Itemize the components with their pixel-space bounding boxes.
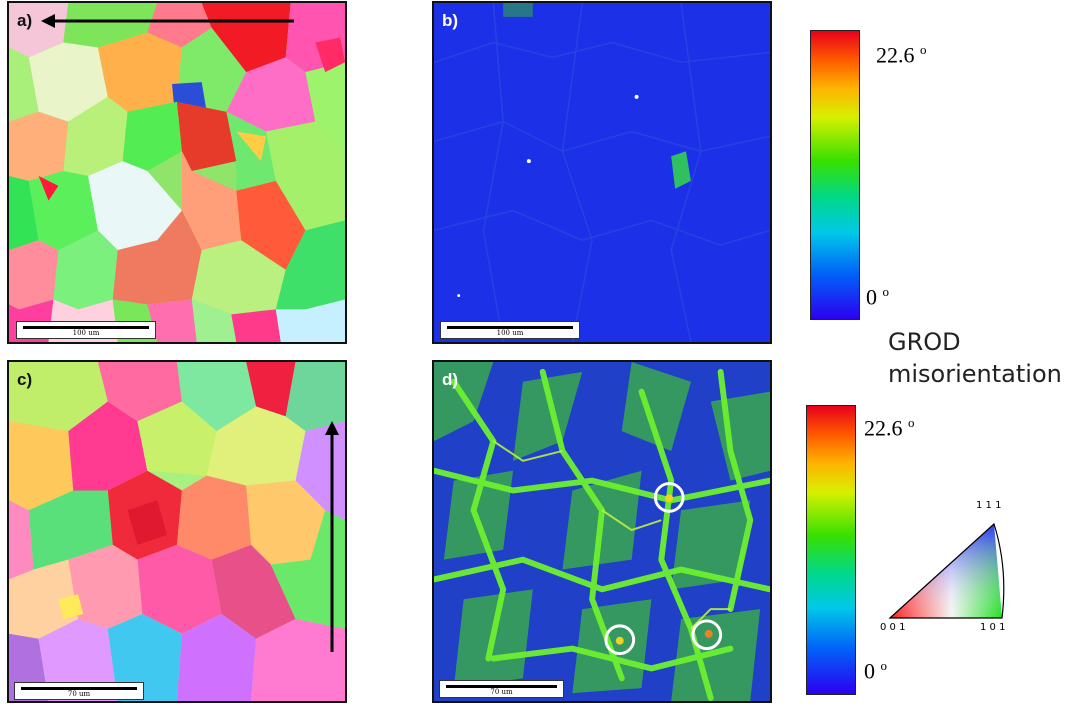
highlight-circle bbox=[653, 482, 685, 513]
ipf-triangle-icon bbox=[888, 522, 1005, 619]
colorbar-bottom bbox=[806, 405, 856, 695]
colorbar-bottom-min-unit: o bbox=[880, 658, 888, 673]
scale-bar-line bbox=[446, 685, 557, 688]
panel-c-label: c) bbox=[17, 370, 33, 389]
scale-bar-text: 100 um bbox=[72, 329, 100, 337]
grod-legend-text: GROD misorientation bbox=[888, 326, 1062, 390]
scale-bar-text: 70 um bbox=[490, 688, 513, 696]
grod-map-b-image bbox=[434, 3, 770, 342]
scale-bar-line bbox=[21, 687, 137, 690]
colorbar-bottom-min-label: 0 o bbox=[864, 658, 887, 684]
grod-map-d-image bbox=[434, 362, 770, 701]
panel-a-ipf-map: a) 100 um bbox=[7, 1, 347, 344]
scale-bar-c: 70 um bbox=[14, 682, 144, 700]
panel-d-grod-map: d) 70 um bbox=[432, 360, 772, 703]
ipf-map-c-image bbox=[9, 362, 345, 701]
scale-bar-line bbox=[447, 326, 573, 329]
direction-arrow-icon bbox=[41, 14, 294, 28]
grod-legend-line-1: GROD bbox=[888, 328, 961, 356]
ipf-map-a-image bbox=[9, 3, 345, 342]
colorbar-top-max-value: 22.6 bbox=[876, 42, 915, 68]
direction-arrow-icon bbox=[325, 421, 339, 652]
scale-bar-text: 70 um bbox=[67, 690, 91, 698]
ipf-label-001: 0 0 1 bbox=[880, 622, 906, 633]
scale-bar-text: 100 um bbox=[496, 329, 524, 337]
colorbar-top-min-label: 0 o bbox=[866, 284, 889, 310]
panel-b-label: b) bbox=[442, 11, 459, 30]
panel-b-grod-map: b) 100 um bbox=[432, 1, 772, 344]
scale-bar-d: 70 um bbox=[439, 680, 564, 698]
panel-d-label: d) bbox=[442, 370, 459, 389]
colorbar-bottom-max-unit: o bbox=[908, 415, 915, 430]
colorbar-top-min-value: 0 bbox=[866, 284, 877, 310]
colorbar-top-max-unit: o bbox=[920, 42, 927, 57]
scale-bar-a: 100 um bbox=[16, 321, 156, 339]
colorbar-top bbox=[810, 30, 860, 320]
ipf-label-111: 1 1 1 bbox=[976, 500, 1002, 511]
colorbar-top-max-label: 22.6 o bbox=[876, 42, 927, 68]
ipf-label-101: 1 0 1 bbox=[980, 622, 1006, 633]
grod-legend-line-2: misorientation bbox=[888, 360, 1062, 388]
panel-c-ipf-map: c) 70 um bbox=[7, 360, 347, 703]
highlight-circle bbox=[604, 624, 636, 656]
ipf-color-key: 1 1 1 0 0 1 1 0 1 bbox=[880, 500, 1020, 635]
highlight-circle bbox=[691, 619, 723, 651]
colorbar-bottom-max-value: 22.6 bbox=[864, 415, 903, 441]
scale-bar-b: 100 um bbox=[440, 321, 580, 339]
scale-bar-line bbox=[23, 326, 149, 329]
colorbar-bottom-min-value: 0 bbox=[864, 658, 875, 684]
colorbar-top-min-unit: o bbox=[882, 284, 890, 299]
panel-a-label: a) bbox=[17, 11, 33, 30]
colorbar-bottom-max-label: 22.6 o bbox=[864, 415, 915, 441]
